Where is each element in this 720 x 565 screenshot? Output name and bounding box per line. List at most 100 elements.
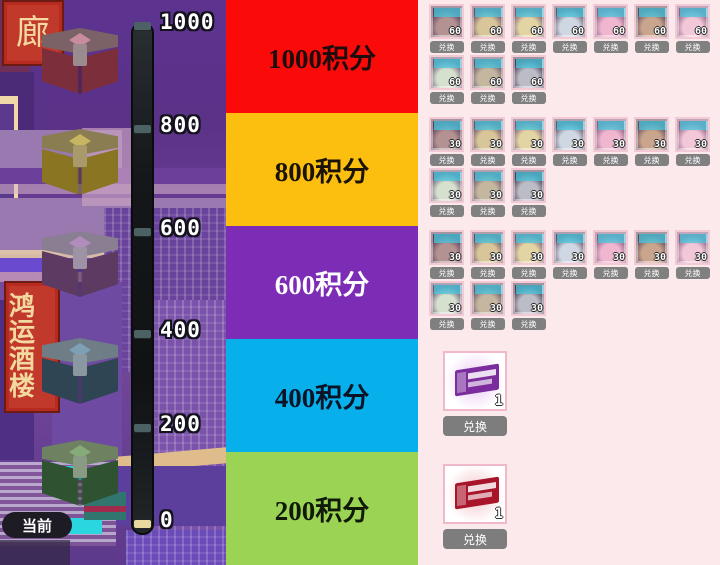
item-rarity-banner (557, 121, 585, 130)
item-rarity-banner (434, 121, 462, 130)
item-quantity: 30 (530, 303, 543, 314)
ticket-stub (457, 371, 466, 394)
item-icon[interactable]: 30 (429, 230, 464, 265)
item-icon[interactable]: 30 (511, 281, 546, 316)
reward-item: 30 兑换 (631, 230, 672, 279)
item-quantity: 1 (494, 393, 503, 409)
item-icon[interactable]: 30 (552, 117, 587, 152)
item-icon[interactable]: 30 (511, 117, 546, 152)
chest-200[interactable] (36, 424, 124, 520)
item-quantity: 30 (571, 252, 584, 263)
item-quantity: 60 (653, 26, 666, 37)
item-quantity: 60 (489, 77, 502, 88)
item-quantity: 30 (653, 252, 666, 263)
item-icon[interactable]: 30 (511, 230, 546, 265)
exchange-button[interactable]: 兑换 (443, 529, 507, 549)
item-icon[interactable]: 60 (675, 4, 710, 39)
item-icon[interactable]: 60 (511, 55, 546, 90)
item-icon[interactable]: 1 (443, 464, 507, 524)
pixel-city-scene: 廊 鸿运酒楼 1000 800 600 400 200 0 当前 (0, 0, 226, 565)
item-rarity-banner (516, 285, 544, 294)
item-icon[interactable]: 60 (429, 55, 464, 90)
exchange-button[interactable]: 兑换 (634, 267, 669, 279)
item-icon[interactable]: 30 (470, 230, 505, 265)
item-rarity-banner (516, 121, 544, 130)
exchange-button[interactable]: 兑换 (634, 154, 669, 166)
exchange-button[interactable]: 兑换 (429, 205, 464, 217)
item-icon[interactable]: 30 (675, 117, 710, 152)
item-icon[interactable]: 30 (552, 230, 587, 265)
progress-label-200: 200 (160, 412, 201, 436)
item-icon[interactable]: 60 (470, 4, 505, 39)
item-icon[interactable]: 30 (675, 230, 710, 265)
exchange-button[interactable]: 兑换 (552, 154, 587, 166)
exchange-button[interactable]: 兑换 (675, 154, 710, 166)
item-icon[interactable]: 30 (511, 168, 546, 203)
item-quantity: 60 (448, 26, 461, 37)
exchange-button[interactable]: 兑换 (511, 318, 546, 330)
item-quantity: 30 (448, 252, 461, 263)
item-icon[interactable]: 60 (593, 4, 628, 39)
reward-item: 60 兑换 (590, 4, 631, 53)
exchange-button[interactable]: 兑换 (470, 154, 505, 166)
item-icon[interactable]: 60 (470, 55, 505, 90)
reward-grid: 60 兑换 60 兑换 60 兑换 60 兑换 60 兑换 60 兑换 60 兑换 60 兑换 60 兑换 60 兑换 (426, 4, 720, 106)
exchange-button[interactable]: 兑换 (470, 318, 505, 330)
item-quantity: 30 (489, 303, 502, 314)
reward-item: 60 兑换 (467, 4, 508, 53)
reward-row-1000: 60 兑换 60 兑换 60 兑换 60 兑换 60 兑换 60 兑换 60 兑换 60 兑换 60 兑换 60 兑换 (418, 0, 720, 113)
bg-shadow (0, 540, 70, 565)
exchange-button[interactable]: 兑换 (634, 41, 669, 53)
item-icon[interactable]: 30 (634, 117, 669, 152)
exchange-button[interactable]: 兑换 (675, 41, 710, 53)
chest-400[interactable] (36, 322, 124, 418)
item-icon[interactable]: 60 (511, 4, 546, 39)
exchange-button[interactable]: 兑换 (675, 267, 710, 279)
bg-neon (62, 518, 102, 534)
item-icon[interactable]: 30 (470, 117, 505, 152)
item-rarity-banner (639, 8, 667, 17)
chest-lock (73, 44, 87, 66)
item-icon[interactable]: 1 (443, 351, 507, 411)
exchange-button[interactable]: 兑换 (511, 267, 546, 279)
exchange-button[interactable]: 兑换 (552, 41, 587, 53)
reward-item: 60 兑换 (672, 4, 713, 53)
exchange-button[interactable]: 兑换 (429, 267, 464, 279)
exchange-button[interactable]: 兑换 (470, 267, 505, 279)
exchange-button[interactable]: 兑换 (470, 92, 505, 104)
item-icon[interactable]: 60 (429, 4, 464, 39)
item-icon[interactable]: 30 (429, 168, 464, 203)
item-icon[interactable]: 60 (634, 4, 669, 39)
item-icon[interactable]: 30 (593, 230, 628, 265)
item-quantity: 1 (494, 506, 503, 522)
reward-item: 30 兑换 (508, 117, 549, 166)
item-icon[interactable]: 30 (429, 117, 464, 152)
item-icon[interactable]: 30 (470, 281, 505, 316)
exchange-button[interactable]: 兑换 (429, 154, 464, 166)
exchange-button[interactable]: 兑换 (511, 205, 546, 217)
chest-1000[interactable] (36, 12, 124, 108)
item-icon[interactable]: 30 (593, 117, 628, 152)
exchange-button[interactable]: 兑换 (429, 41, 464, 53)
exchange-button[interactable]: 兑换 (429, 92, 464, 104)
exchange-button[interactable]: 兑换 (429, 318, 464, 330)
exchange-button[interactable]: 兑换 (593, 154, 628, 166)
item-quantity: 30 (612, 252, 625, 263)
exchange-button[interactable]: 兑换 (511, 92, 546, 104)
exchange-button[interactable]: 兑换 (552, 267, 587, 279)
item-icon[interactable]: 60 (552, 4, 587, 39)
chest-600[interactable] (36, 215, 124, 311)
exchange-button[interactable]: 兑换 (593, 41, 628, 53)
exchange-button[interactable]: 兑换 (443, 416, 507, 436)
progress-tick-200 (134, 424, 151, 432)
item-rarity-banner (434, 59, 462, 68)
exchange-button[interactable]: 兑换 (470, 41, 505, 53)
exchange-button[interactable]: 兑换 (593, 267, 628, 279)
exchange-button[interactable]: 兑换 (511, 41, 546, 53)
item-icon[interactable]: 30 (470, 168, 505, 203)
item-icon[interactable]: 30 (634, 230, 669, 265)
exchange-button[interactable]: 兑换 (470, 205, 505, 217)
chest-800[interactable] (36, 113, 124, 209)
exchange-button[interactable]: 兑换 (511, 154, 546, 166)
item-icon[interactable]: 30 (429, 281, 464, 316)
